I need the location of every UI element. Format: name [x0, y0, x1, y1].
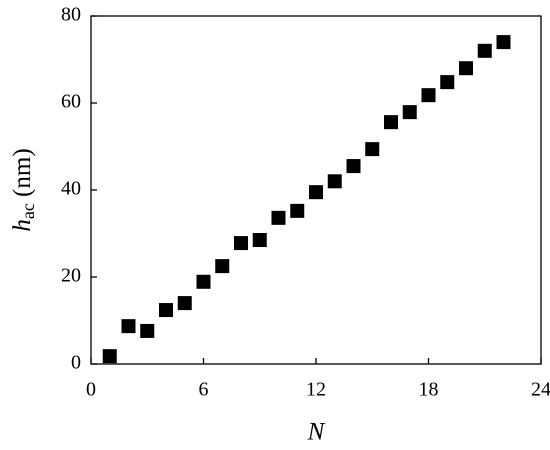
point: [477, 43, 492, 58]
point: [271, 210, 286, 225]
y-label-sub: ac: [18, 203, 38, 219]
point: [177, 296, 192, 311]
y-axis-label: hac (nm): [9, 148, 38, 231]
point: [496, 35, 511, 50]
y-tick-label: 60: [61, 91, 81, 113]
y-tick-label: 0: [71, 352, 81, 374]
point: [440, 75, 455, 90]
x-tick-label: 24: [531, 379, 550, 401]
point: [102, 349, 117, 364]
point: [327, 174, 342, 189]
x-tick-label: 18: [419, 379, 439, 401]
point: [365, 142, 380, 157]
y-tick-label: 40: [61, 178, 81, 200]
point: [234, 236, 248, 251]
x-axis-label: N: [307, 419, 326, 446]
point: [402, 105, 417, 120]
y-label-var: h: [9, 219, 36, 232]
y-tick-label: 80: [61, 4, 81, 26]
point: [215, 259, 230, 274]
point: [140, 323, 155, 338]
point: [384, 115, 398, 130]
y-tick-label: 20: [61, 265, 81, 287]
point: [290, 203, 305, 218]
point: [159, 303, 173, 318]
point: [421, 88, 436, 103]
x-tick-label: 6: [199, 379, 209, 401]
point: [252, 233, 267, 248]
y-label-unit: (nm): [9, 148, 36, 203]
point: [121, 319, 136, 334]
point: [346, 159, 361, 174]
point: [309, 185, 323, 200]
point: [196, 274, 211, 289]
x-tick-label: 12: [306, 379, 326, 401]
x-tick-label: 0: [86, 379, 96, 401]
point: [459, 61, 473, 76]
